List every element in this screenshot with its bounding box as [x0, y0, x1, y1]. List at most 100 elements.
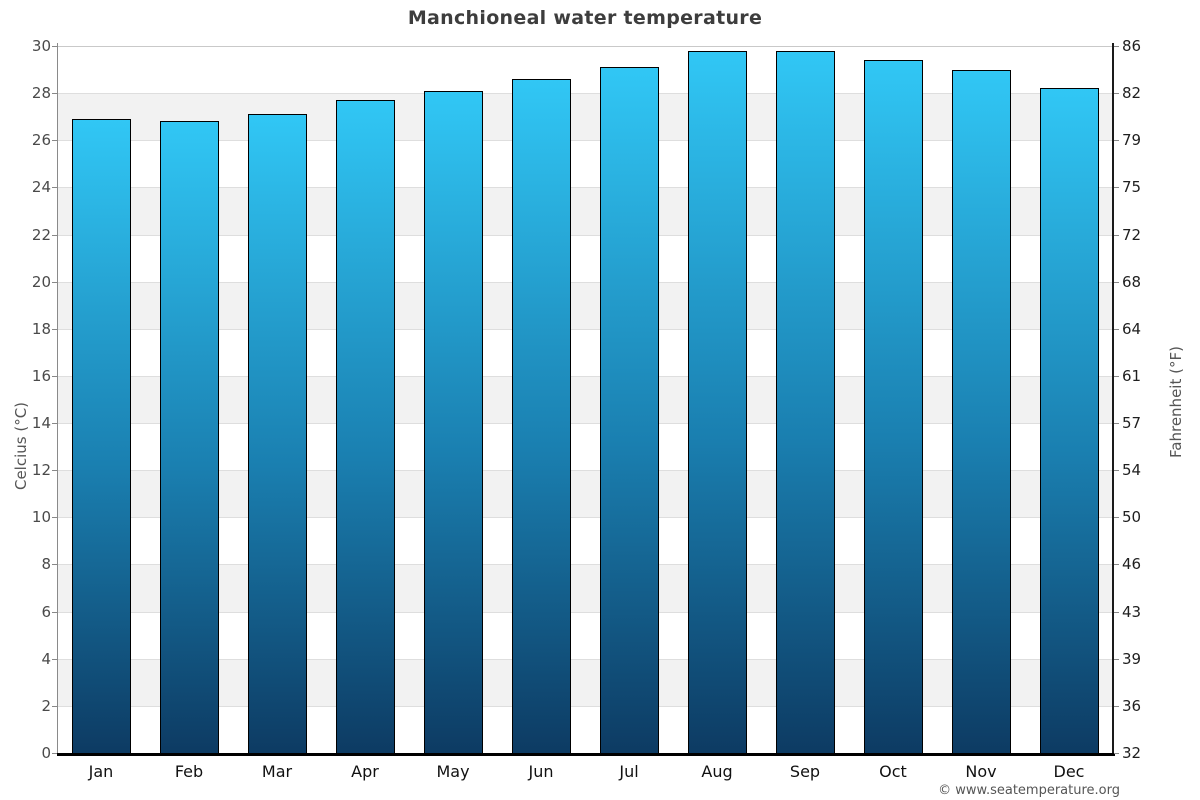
gridline-30c [57, 46, 1113, 47]
right-tick [1114, 564, 1119, 566]
fahrenheit-tick-label: 61 [1122, 366, 1142, 385]
fahrenheit-tick-label: 75 [1122, 178, 1142, 197]
bars-row [57, 46, 1113, 753]
bar-feb [159, 121, 219, 753]
chart-title: Manchioneal water temperature [407, 7, 763, 29]
right-tick [1114, 187, 1119, 189]
month-label-may: May [436, 762, 470, 781]
fahrenheit-tick-label: 86 [1122, 37, 1142, 55]
bottom-axis-line [57, 753, 1115, 756]
celsius-tick-label: 0 [41, 744, 51, 762]
celsius-tick-label: 6 [41, 602, 51, 621]
grid-band [57, 517, 1113, 565]
bar-slot-jul [585, 46, 673, 753]
celsius-tick-label: 8 [41, 555, 51, 574]
left-tick [52, 93, 57, 95]
grid-band [57, 470, 1113, 518]
celsius-tick-label: 20 [31, 272, 51, 291]
left-tick [52, 517, 57, 519]
grid-band [57, 140, 1113, 188]
gridline-2c [57, 705, 1113, 707]
right-tick [1114, 140, 1119, 142]
gridline-14c [57, 423, 1113, 425]
grid-band [57, 234, 1113, 282]
fahrenheit-tick-label: 72 [1122, 225, 1142, 244]
fahrenheit-tick-label: 39 [1122, 649, 1142, 668]
left-tick [52, 658, 57, 660]
celsius-tick-label: 12 [31, 461, 51, 480]
bar-slot-mar [233, 46, 321, 753]
grid-band [57, 93, 1113, 141]
bar-oct [863, 60, 923, 753]
grid-band [57, 658, 1113, 706]
left-axis-title: Celcius (°C) [12, 401, 30, 491]
right-tick [1114, 281, 1119, 283]
celsius-tick-label: 14 [31, 414, 51, 433]
bar-apr [335, 100, 395, 753]
fahrenheit-tick-label: 82 [1122, 84, 1142, 103]
fahrenheit-tick-label: 68 [1122, 272, 1142, 291]
gridline-28c [57, 93, 1113, 95]
gridline-10c [57, 517, 1113, 519]
celsius-tick-label: 18 [31, 319, 51, 338]
watermark-copyright: © www.seatemperature.org [938, 783, 1120, 798]
month-label-mar: Mar [261, 762, 293, 781]
bar-slot-feb [145, 46, 233, 753]
celsius-tick-label: 30 [31, 37, 51, 55]
month-label-dec: Dec [1053, 762, 1085, 781]
fahrenheit-tick-label: 64 [1122, 319, 1142, 338]
bar-dec [1039, 88, 1099, 753]
fahrenheit-tick-label: 54 [1122, 461, 1142, 480]
gridline-22c [57, 234, 1113, 236]
gridline-20c [57, 281, 1113, 283]
right-tick [1114, 328, 1119, 330]
bar-jul [599, 67, 659, 753]
grid-band [57, 375, 1113, 424]
bar-jun [511, 79, 571, 753]
celsius-tick-label: 4 [41, 649, 51, 668]
left-tick [52, 753, 57, 754]
fahrenheit-tick-label: 50 [1122, 508, 1142, 527]
fahrenheit-tick-label: 36 [1122, 696, 1142, 715]
grid-band [57, 705, 1113, 753]
celsius-tick-label: 26 [31, 131, 51, 150]
month-label-oct: Oct [879, 762, 907, 781]
grid-band [57, 281, 1113, 329]
gridline-24c [57, 187, 1113, 189]
fahrenheit-tick-label: 43 [1122, 602, 1142, 621]
celsius-tick-label: 28 [31, 84, 51, 103]
gridline-6c [57, 611, 1113, 613]
right-tick [1114, 423, 1119, 425]
gridline-12c [57, 470, 1113, 472]
month-label-jul: Jul [619, 762, 639, 781]
fahrenheit-tick-label: 57 [1122, 414, 1142, 433]
grid-band [57, 564, 1113, 612]
month-label-nov: Nov [965, 762, 997, 781]
right-tick [1114, 753, 1119, 754]
right-axis-line [1112, 43, 1114, 756]
right-tick [1114, 705, 1119, 707]
left-tick [52, 328, 57, 330]
right-axis-title: Fahrenheit (°F) [1167, 346, 1185, 458]
right-tick [1114, 658, 1119, 660]
month-label-apr: Apr [351, 762, 379, 781]
celsius-tick-label: 22 [31, 225, 51, 244]
bar-slot-apr [321, 46, 409, 753]
gridline-4c [57, 658, 1113, 660]
bar-nov [951, 69, 1011, 753]
grid-band [57, 46, 1113, 94]
bar-slot-dec [1025, 46, 1113, 753]
gridline-18c [57, 328, 1113, 330]
right-tick [1114, 611, 1119, 613]
left-tick [52, 187, 57, 189]
bar-slot-aug [673, 46, 761, 753]
bar-mar [247, 114, 307, 753]
grid-band [57, 611, 1113, 659]
bar-slot-may [409, 46, 497, 753]
month-label-jan: Jan [88, 762, 114, 781]
left-tick [52, 46, 57, 47]
bar-jan [71, 119, 131, 753]
right-tick [1114, 517, 1119, 519]
celsius-tick-label: 2 [41, 696, 51, 715]
bar-sep [775, 50, 835, 753]
